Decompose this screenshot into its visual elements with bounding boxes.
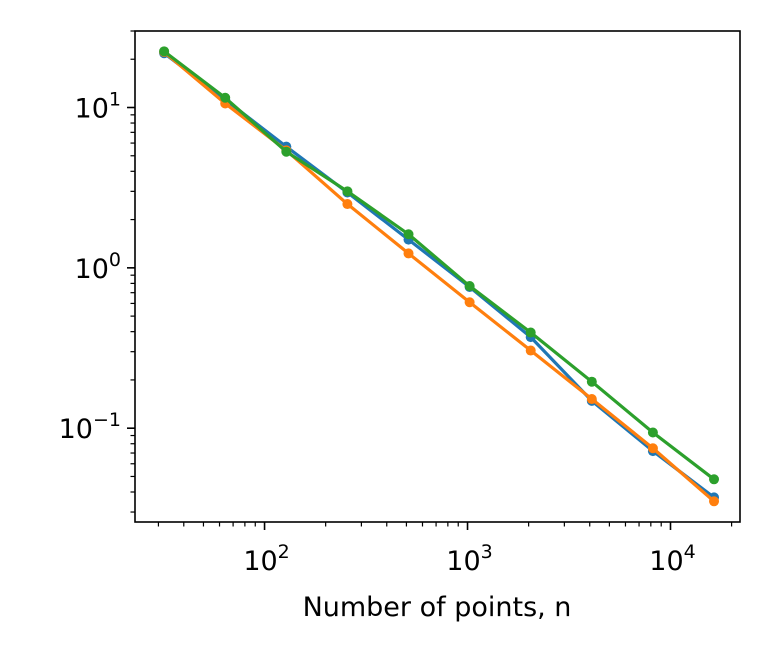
plot-frame bbox=[134, 30, 741, 523]
series-3-point bbox=[525, 327, 536, 338]
series-3-point bbox=[586, 376, 597, 387]
series-3-point bbox=[403, 229, 414, 240]
series-2-point bbox=[525, 345, 536, 356]
y-tick-label: 10−1 bbox=[59, 409, 121, 445]
series-2-point bbox=[647, 443, 658, 454]
series-3-line bbox=[163, 50, 715, 481]
series-3-point bbox=[464, 281, 475, 292]
x-tick-label: 104 bbox=[649, 541, 695, 577]
series-2-point bbox=[709, 496, 720, 507]
series-3-point bbox=[647, 427, 658, 438]
y-axis-ticks: 10−1 100 101 bbox=[59, 30, 135, 513]
series-layer bbox=[159, 46, 720, 507]
y-tick-label: 100 bbox=[75, 249, 121, 285]
series-3-point bbox=[220, 92, 231, 103]
series-2-point bbox=[586, 394, 597, 405]
series-2-point bbox=[403, 248, 414, 259]
y-tick-label: 101 bbox=[75, 89, 121, 125]
series-2-point bbox=[342, 199, 353, 210]
series-3-point bbox=[159, 46, 170, 57]
x-axis-title: Number of points, n bbox=[303, 592, 572, 623]
x-tick-label: 103 bbox=[446, 541, 492, 577]
series-2-line bbox=[163, 50, 716, 503]
x-axis-ticks: 102 103 104 bbox=[157, 522, 733, 577]
series-3-point bbox=[709, 474, 720, 485]
series-3-point bbox=[342, 186, 353, 197]
series-2-point bbox=[464, 297, 475, 308]
series-3-point bbox=[281, 146, 292, 157]
x-tick-label: 102 bbox=[243, 541, 289, 577]
